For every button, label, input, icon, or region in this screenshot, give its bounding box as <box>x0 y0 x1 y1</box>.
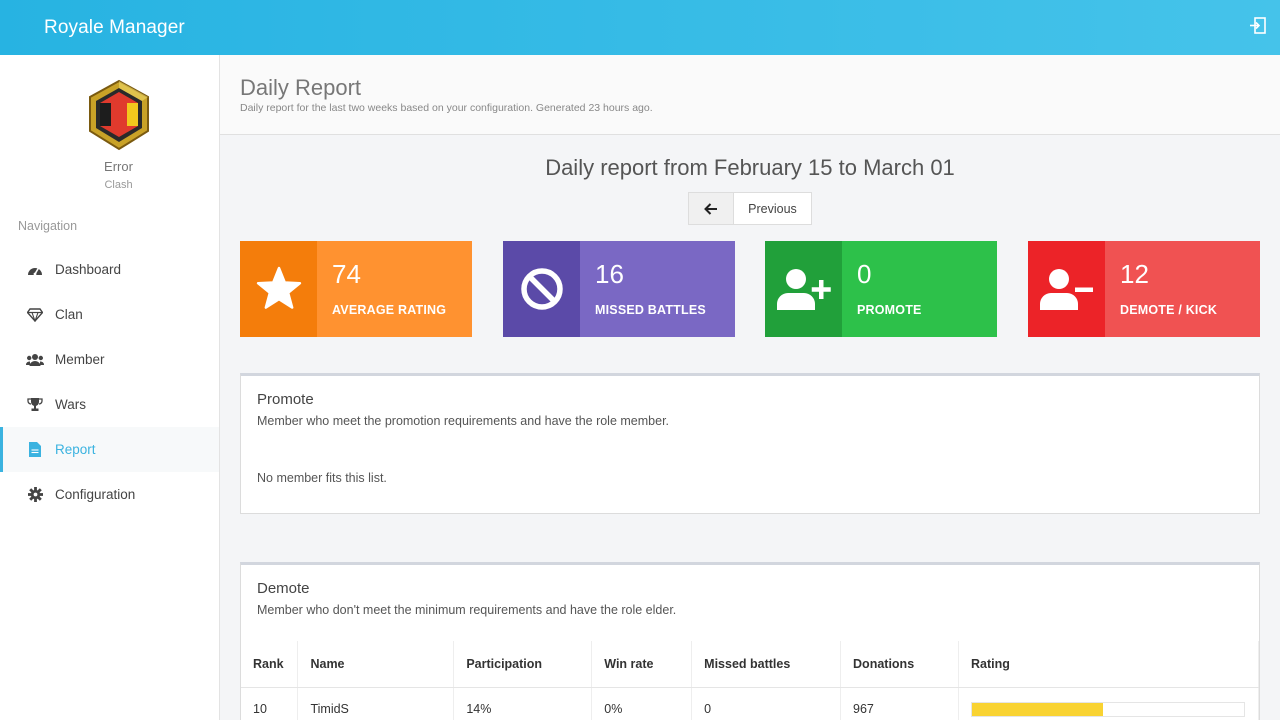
user-plus-icon <box>765 241 842 337</box>
stat-value: 16 <box>595 259 624 289</box>
trophy-icon <box>26 396 44 414</box>
sidebar-item-label: Report <box>55 442 96 457</box>
rating-bar-fill <box>971 702 1103 716</box>
users-icon <box>26 351 44 369</box>
stat-label: DEMOTE / KICK <box>1120 303 1218 317</box>
sidebar-item-wars[interactable]: Wars <box>0 382 219 427</box>
cell-participation: 14% <box>453 687 593 720</box>
previous-button[interactable]: Previous <box>748 201 797 216</box>
promote-panel: Promote Member who meet the promotion re… <box>240 373 1260 514</box>
column-header-rank[interactable]: Rank <box>241 641 299 688</box>
table-row[interactable]: 10 TimidS 14% 0% 0 967 <box>241 687 1260 720</box>
stat-value: 74 <box>332 259 361 289</box>
file-icon <box>26 441 44 459</box>
table-header-row: Rank Name Participation Win rate Missed … <box>241 641 1260 688</box>
cell-name[interactable]: TimidS <box>297 687 455 720</box>
page-title: Daily Report <box>240 75 362 100</box>
column-header-missed-battles[interactable]: Missed battles <box>691 641 842 688</box>
promote-title: Promote <box>257 391 314 408</box>
cell-donations: 967 <box>840 687 959 720</box>
column-header-donations[interactable]: Donations <box>840 641 959 688</box>
sidebar-item-label: Clan <box>55 307 83 322</box>
top-bar: Royale Manager <box>0 0 1280 55</box>
diamond-icon <box>26 306 44 324</box>
column-header-win-rate[interactable]: Win rate <box>591 641 693 688</box>
promote-description: Member who meet the promotion requiremen… <box>257 414 670 428</box>
star-icon <box>240 241 317 337</box>
cell-win-rate: 0% <box>591 687 693 720</box>
demote-panel: Demote Member who don't meet the minimum… <box>240 562 1260 720</box>
sidebar: Error Clash Navigation Dashboard Clan Me… <box>0 55 220 720</box>
page-header: Daily Report Daily report for the last t… <box>220 55 1280 135</box>
logout-icon[interactable] <box>1248 16 1268 36</box>
report-title: Daily report from February 15 to March 0… <box>545 155 955 180</box>
clan-name: Error <box>104 159 133 174</box>
page-subtitle: Daily report for the last two weeks base… <box>240 102 653 114</box>
sidebar-item-label: Dashboard <box>55 262 122 277</box>
clan-badge-icon <box>87 79 151 151</box>
rating-bar <box>970 701 1245 717</box>
stat-label: AVERAGE RATING <box>332 303 447 317</box>
demote-title: Demote <box>257 580 310 597</box>
demote-description: Member who don't meet the minimum requir… <box>257 603 677 617</box>
sidebar-item-label: Configuration <box>55 487 136 502</box>
stat-label: PROMOTE <box>857 303 922 317</box>
stat-value: 0 <box>857 259 872 289</box>
column-header-participation[interactable]: Participation <box>453 641 593 688</box>
stat-value: 12 <box>1120 259 1149 289</box>
cell-rating <box>958 687 1260 720</box>
nav-heading: Navigation <box>18 219 78 233</box>
dashboard-icon <box>26 261 44 279</box>
column-header-name[interactable]: Name <box>297 641 455 688</box>
sidebar-item-configuration[interactable]: Configuration <box>0 472 219 517</box>
clan-subtitle: Clash <box>104 179 133 191</box>
cell-rank: 10 <box>241 687 299 720</box>
sidebar-item-label: Wars <box>55 397 86 412</box>
sidebar-item-clan[interactable]: Clan <box>0 292 219 337</box>
ban-icon <box>503 241 580 337</box>
column-header-rating[interactable]: Rating <box>958 641 1260 688</box>
sidebar-item-member[interactable]: Member <box>0 337 219 382</box>
promote-empty-message: No member fits this list. <box>257 471 387 485</box>
nav-menu: Dashboard Clan Member Wars Report <box>0 247 219 517</box>
stat-promote: 0 PROMOTE <box>765 241 997 337</box>
stat-label: MISSED BATTLES <box>595 303 706 317</box>
sidebar-item-label: Member <box>55 352 105 367</box>
stat-missed-battles: 16 MISSED BATTLES <box>503 241 735 337</box>
demote-table: Rank Name Participation Win rate Missed … <box>241 641 1260 720</box>
user-minus-icon <box>1028 241 1105 337</box>
arrow-left-icon[interactable] <box>689 193 734 224</box>
stat-average-rating: 74 AVERAGE RATING <box>240 241 472 337</box>
sidebar-item-dashboard[interactable]: Dashboard <box>0 247 219 292</box>
stat-demote-kick: 12 DEMOTE / KICK <box>1028 241 1260 337</box>
previous-button-group: Previous <box>688 192 812 225</box>
app-title[interactable]: Royale Manager <box>44 17 185 38</box>
sidebar-item-report[interactable]: Report <box>0 427 219 472</box>
gear-icon <box>26 486 44 504</box>
cell-missed-battles: 0 <box>691 687 842 720</box>
